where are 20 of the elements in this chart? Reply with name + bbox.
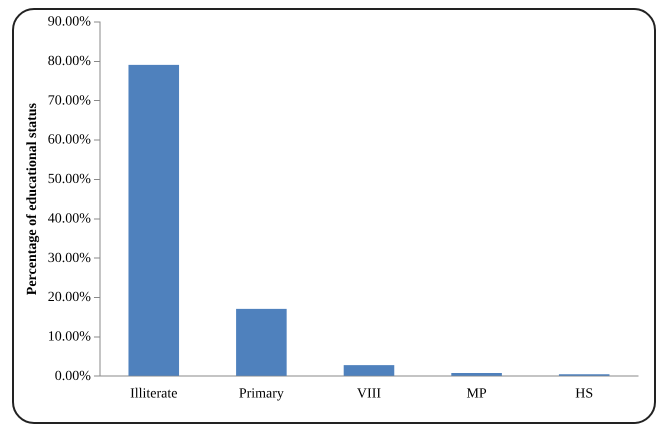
x-tick-label: Illiterate <box>130 386 178 402</box>
y-tick-label: 80.00% <box>48 54 92 70</box>
x-tick-label: MP <box>466 386 487 402</box>
x-tick-label: Primary <box>238 386 284 402</box>
y-tick-label: 20.00% <box>48 290 92 306</box>
y-tick-label: 70.00% <box>48 93 92 108</box>
bar <box>451 373 502 376</box>
bar <box>128 64 180 376</box>
y-tick-label: 30.00% <box>48 250 92 266</box>
y-tick-label: 10.00% <box>48 330 92 345</box>
y-tick-label: 90.00% <box>48 14 92 30</box>
x-tick-label: HS <box>575 386 594 402</box>
bar <box>344 365 394 376</box>
bar <box>236 308 287 376</box>
y-tick-label: 40.00% <box>48 211 92 226</box>
y-axis-title: Percentage of educational status <box>25 102 40 296</box>
y-tick-label: 50.00% <box>48 172 92 188</box>
y-tick-label: 0.00% <box>54 368 92 384</box>
y-tick-label: 60.00% <box>48 132 92 148</box>
x-tick-label: VIII <box>356 386 382 402</box>
